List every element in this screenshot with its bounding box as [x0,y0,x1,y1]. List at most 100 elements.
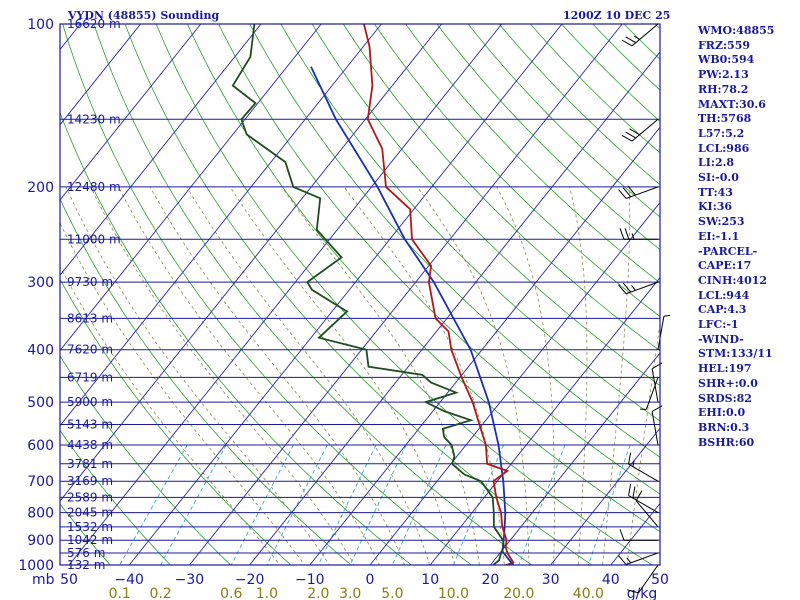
index-line: SHR+:0.0 [698,376,758,390]
height-level-label: 2045 m [67,506,113,520]
index-line: CAPE:17 [698,259,752,273]
index-line: LCL:986 [698,141,750,155]
height-level-label: 5900 m [67,395,113,409]
valid-time: 1200Z 10 DEC 25 [563,9,671,22]
index-line: TH:5768 [698,112,752,126]
moist-adiabat-line [90,186,355,565]
wind-barb-half-feather [626,557,632,564]
wind-barb-feather [625,36,637,44]
index-line: LCL:944 [698,288,750,302]
isotherm-line [60,24,382,427]
temperature-tick-label: −10 [295,572,325,588]
wind-barb [635,490,659,528]
wind-barb-half-feather [631,285,636,291]
dry-adiabat-line [436,24,660,251]
wind-barb-feather [651,362,663,370]
wind-barb-staff [638,564,659,594]
wind-barb-feather [618,189,627,199]
height-level-label: 1042 m [67,533,113,547]
temperature-tick-label: 0 [366,572,375,588]
wind-barb [651,405,663,446]
mixing-ratio-tick-label: 20.0 [503,586,534,600]
wind-barb-feather [629,128,640,136]
wind-barb [640,377,659,410]
wind-barb-staff [625,552,659,566]
temperature-tick-label: 30 [542,572,560,588]
mixing-ratio-line [266,444,328,565]
isotherm-line [60,24,141,126]
mixing-ratio-line [452,444,504,565]
indices-panel: WMO:48855 FRZ:559 WB0:594 PW:2.13 RH:78.2 MAX… [698,24,798,450]
wind-barb-feather [624,228,630,240]
wind-barb-staff [625,281,659,295]
isotherm-line [128,24,563,565]
isotherm-line [309,126,660,565]
wind-barb-feather [619,529,625,541]
height-level-label: 8613 m [67,311,113,325]
moist-adiabat-line [569,186,588,565]
height-level-label: 7620 m [67,343,113,357]
dry-adiabat-line [249,24,660,458]
index-line: L57:5.2 [698,126,745,140]
moist-adiabat-line [626,320,660,565]
mixing-ratio-line [518,444,566,565]
temperature-tick-label: 10 [421,572,439,588]
dry-adiabat-line [155,24,653,565]
wind-barb-staff [628,495,659,514]
index-line: WMO:48855 [698,24,775,37]
height-level-label: 5143 m [67,418,113,432]
index-line: KI:36 [698,200,733,214]
plot-frame [59,23,661,566]
wind-barb-feather [632,486,636,499]
mixing-ratio-line [119,444,188,565]
wind-barb-staff [635,500,659,528]
height-level-label: 9730 m [67,275,113,289]
wind-barb-half-feather [663,314,671,317]
index-line: -WIND- [698,332,744,346]
height-level-label: 12480 m [67,180,121,194]
index-line: EI:-1.1 [698,229,740,243]
index-line: CAP:4.3 [698,303,747,317]
temperature-tick-label: 40 [602,572,620,588]
dry-adiabat-line [60,503,111,565]
isotherm-line [249,51,660,565]
index-line: SRDS:82 [698,391,752,405]
wind-barb-feather [625,131,637,139]
dry-adiabat-line [405,24,660,284]
mixing-ratio-line [587,444,631,565]
wind-barb [651,362,663,403]
wind-barb [627,564,659,594]
temperature-tick-label: 50 [651,572,669,588]
wind-barb [618,281,659,295]
isotherm-line [550,427,660,565]
wind-barb-feather [627,185,636,196]
index-line: STM:133/11 [698,347,773,361]
index-line: WB0:594 [698,53,755,67]
temperature-profile-line [363,24,515,565]
moist-adiabat-line [186,186,431,565]
chart-grid [0,24,660,565]
moist-adiabat-line [343,186,505,565]
wind-barb [619,228,658,240]
mixing-ratio-tick-label: 5.0 [381,586,403,600]
mixing-ratio-tick-label: 0.1 [109,586,131,600]
moist-adiabat-line [60,221,306,565]
dry-adiabat-line [60,197,352,565]
height-level-label: 6719 m [67,370,113,384]
wind-barb-feather [627,589,639,594]
wind-barbs [618,23,671,594]
height-level-label: 1532 m [67,520,113,534]
pressure-tick-label: 500 [27,395,54,411]
dry-adiabat-line [218,24,660,495]
wind-barb-feather [635,490,643,502]
wind-barb-feather [618,555,627,565]
wind-barb-feather [621,39,633,47]
index-line: -PARCEL- [698,244,758,258]
isotherm-line [0,24,20,565]
temperature-tick-label: 20 [481,572,499,588]
pressure-tick-label: 800 [27,506,54,522]
mixing-ratio-tick-label: 2.0 [307,586,329,600]
height-level-label: 3781 m [67,457,113,471]
